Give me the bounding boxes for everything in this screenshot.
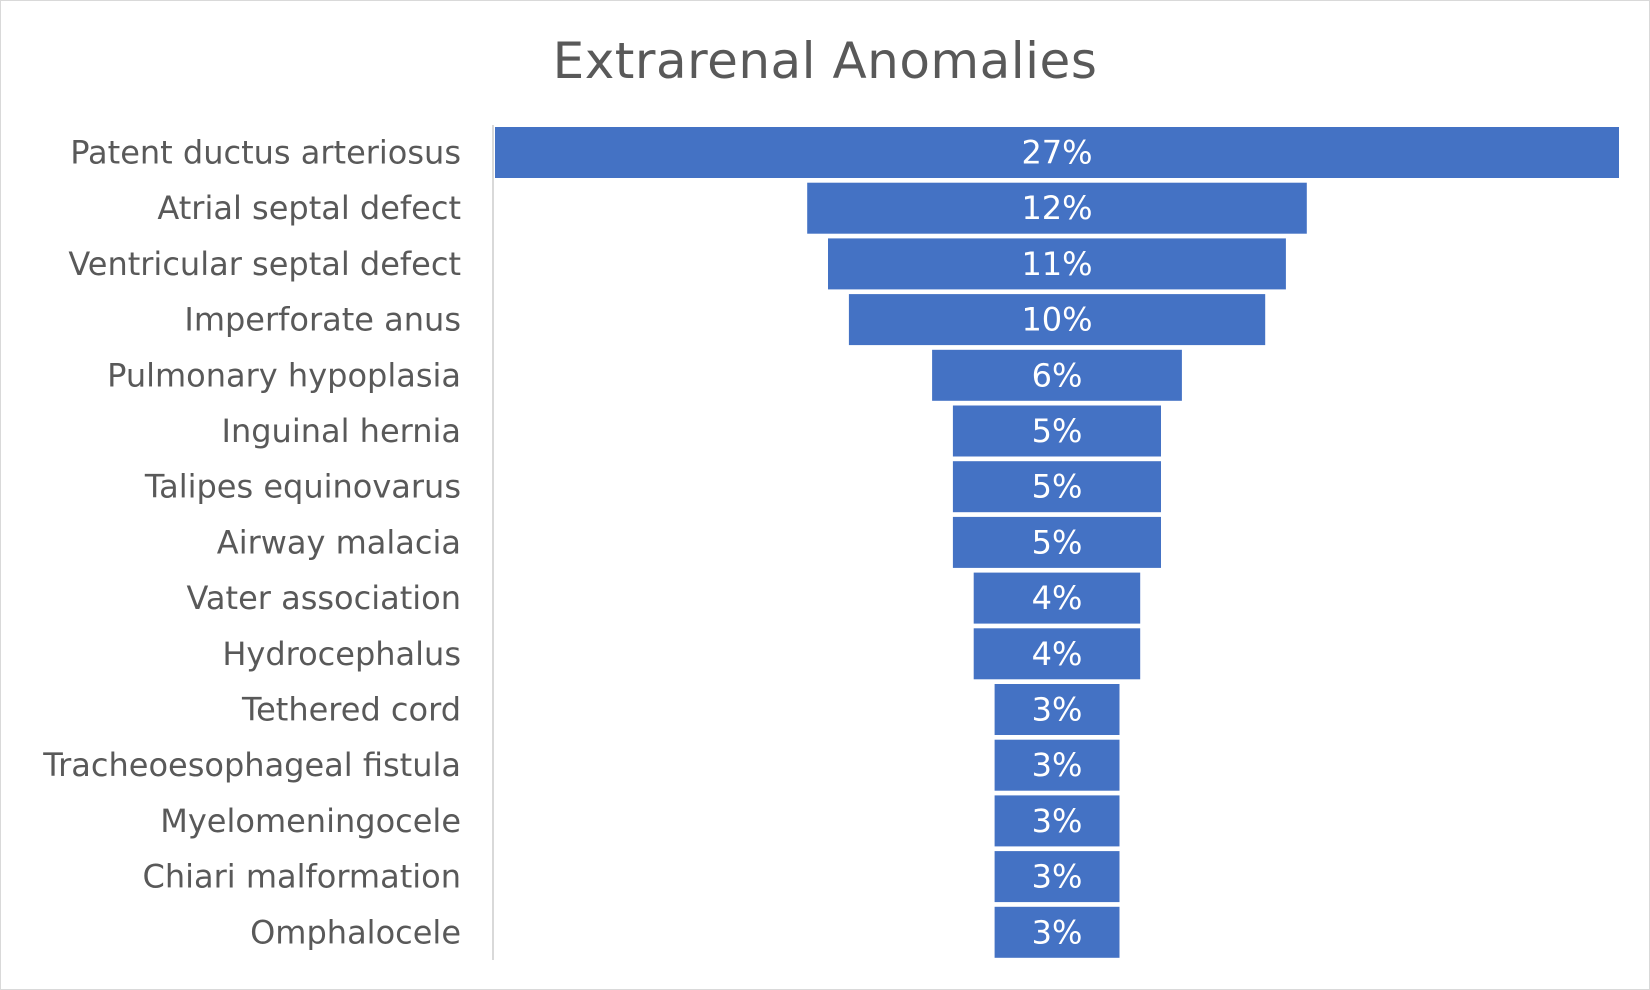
- funnel-bar: [994, 739, 1120, 791]
- data-label: 3%: [1032, 691, 1083, 729]
- category-label: Tethered cord: [241, 691, 461, 729]
- data-label: 4%: [1032, 579, 1083, 617]
- category-label: Hydrocephalus: [222, 635, 461, 673]
- funnel-bar: [848, 294, 1266, 346]
- category-label: Chiari malformation: [142, 858, 461, 896]
- funnel-bar: [495, 127, 1619, 178]
- funnel-bar: [952, 461, 1161, 513]
- category-label: Patent ductus arteriosus: [70, 134, 461, 172]
- data-label: 12%: [1021, 189, 1092, 227]
- funnel-bar: [994, 795, 1120, 847]
- category-label: Atrial septal defect: [157, 189, 461, 227]
- funnel-bar: [973, 628, 1141, 680]
- category-label: Tracheoesophageal fistula: [42, 746, 461, 784]
- funnel-bar: [973, 572, 1141, 624]
- data-label: 27%: [1021, 134, 1092, 172]
- data-label: 5%: [1032, 468, 1083, 506]
- data-label: 6%: [1032, 356, 1083, 394]
- funnel-bar: [952, 516, 1161, 568]
- category-label: Pulmonary hypoplasia: [107, 356, 461, 394]
- data-label: 3%: [1032, 746, 1083, 784]
- chart-title: Extrarenal Anomalies: [552, 32, 1098, 90]
- funnel-bar: [952, 405, 1161, 457]
- category-label: Vater association: [187, 579, 462, 617]
- category-label: Airway malacia: [217, 523, 461, 561]
- data-label: 3%: [1032, 858, 1083, 896]
- category-label: Omphalocele: [250, 913, 461, 951]
- category-label: Talipes equinovarus: [144, 468, 461, 506]
- data-label: 11%: [1021, 245, 1092, 283]
- category-label: Ventricular septal defect: [68, 245, 461, 283]
- category-label: Inguinal hernia: [222, 412, 462, 450]
- funnel-bar: [994, 851, 1120, 903]
- category-label: Myelomeningocele: [160, 802, 461, 840]
- data-label: 3%: [1032, 802, 1083, 840]
- data-label: 5%: [1032, 523, 1083, 561]
- data-label: 4%: [1032, 635, 1083, 673]
- data-label: 3%: [1032, 913, 1083, 951]
- funnel-bar: [994, 684, 1120, 735]
- funnel-bar: [828, 238, 1286, 290]
- data-label: 10%: [1021, 301, 1092, 339]
- bars-group: 27% Patent ductus arteriosus 12% Atrial sep…: [42, 127, 1619, 958]
- funnel-bar: [932, 349, 1182, 401]
- data-label: 5%: [1032, 412, 1083, 450]
- category-label: Imperforate anus: [184, 301, 461, 339]
- funnel-bar: [994, 906, 1120, 958]
- funnel-bar: [807, 182, 1307, 234]
